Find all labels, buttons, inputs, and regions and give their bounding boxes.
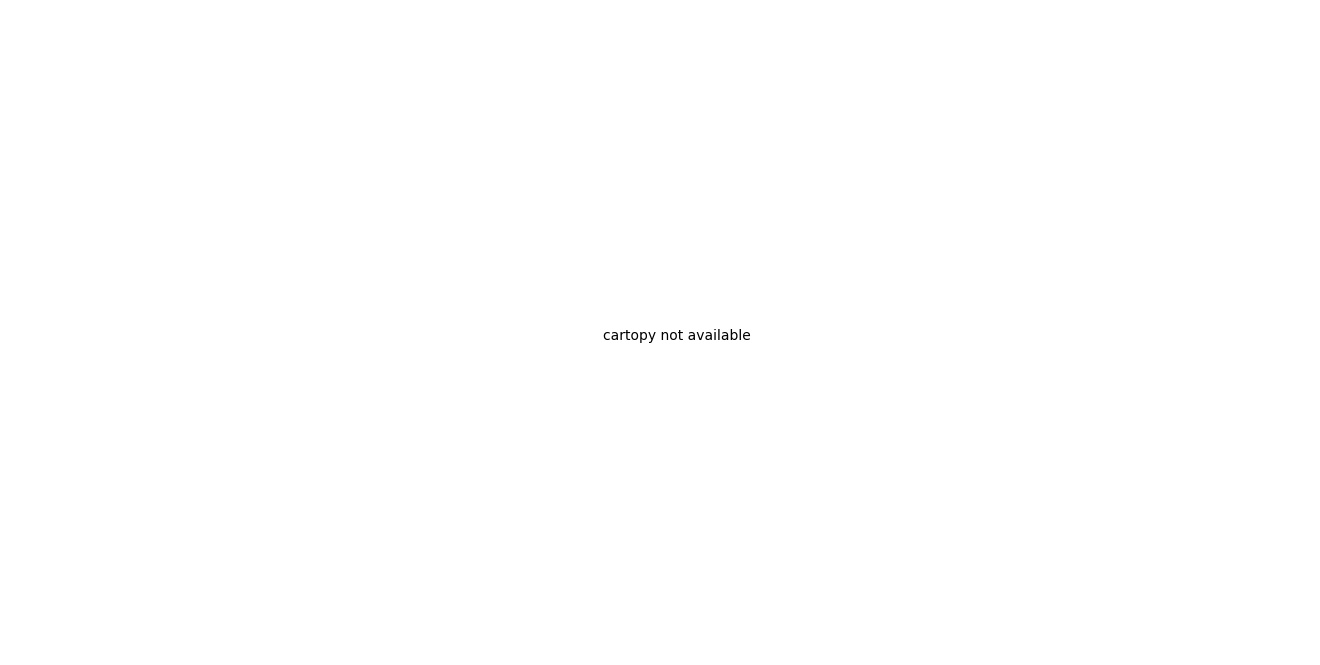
- Text: cartopy not available: cartopy not available: [603, 329, 750, 343]
